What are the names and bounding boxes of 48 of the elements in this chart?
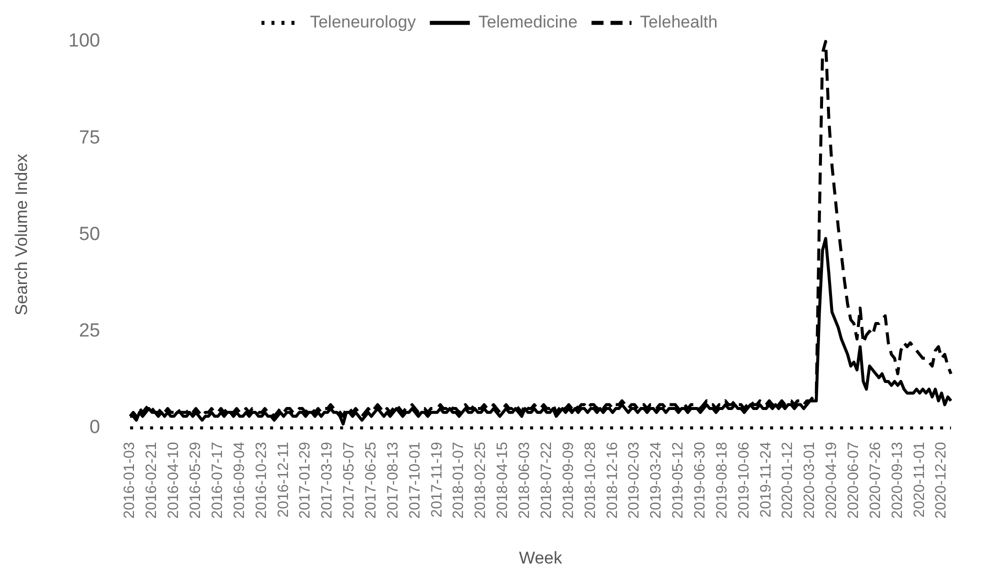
- y-tick-label: 75: [78, 127, 100, 148]
- y-tick-label: 50: [78, 224, 100, 245]
- x-tick-label: 2016-01-03: [121, 442, 138, 519]
- x-tick-label: 2018-09-09: [560, 442, 577, 519]
- y-tick-label: 0: [90, 417, 100, 438]
- x-tick-label: 2016-04-10: [165, 442, 182, 519]
- legend-label: Telehealth: [640, 12, 718, 32]
- x-tick-label: 2019-10-06: [735, 442, 752, 519]
- x-tick-label: 2018-01-07: [450, 442, 468, 519]
- x-tick-label: 2019-08-18: [713, 442, 730, 519]
- legend-label: Telemedicine: [478, 12, 578, 32]
- x-tick-label: 2019-11-24: [757, 442, 774, 518]
- x-tick-label: 2019-02-03: [626, 442, 643, 519]
- x-tick-label: 2020-03-01: [801, 442, 818, 519]
- x-tick-label: 2020-11-01: [910, 442, 928, 518]
- y-axis-title: Search Volume Index: [12, 153, 31, 316]
- x-tick-label: 2020-06-07: [845, 442, 862, 519]
- x-tick-label: 2018-04-15: [494, 442, 512, 519]
- x-tick-label: 2017-03-19: [318, 442, 336, 519]
- x-tick-label: 2016-05-29: [187, 442, 204, 519]
- y-tick-label: 100: [68, 30, 100, 52]
- x-tick-label: 2019-03-24: [648, 442, 665, 519]
- x-tick-label: 2018-07-22: [538, 442, 555, 519]
- x-tick-label: 2019-05-12: [670, 442, 687, 519]
- x-tick-label: 2020-09-13: [888, 442, 906, 519]
- x-tick-label: 2017-08-13: [384, 442, 402, 519]
- x-tick-label: 2017-01-29: [296, 442, 314, 519]
- x-tick-label: 2016-07-17: [208, 442, 226, 519]
- x-tick-label: 2017-10-01: [406, 442, 424, 519]
- legend-label: Teleneurology: [310, 12, 416, 32]
- x-tick-label: 2016-02-21: [143, 442, 160, 519]
- x-tick-label: 2020-07-26: [866, 442, 884, 519]
- x-tick-label: 2018-10-28: [582, 442, 599, 519]
- x-tick-label: 2018-12-16: [604, 442, 621, 519]
- x-tick-label: 2016-09-04: [230, 442, 248, 519]
- x-tick-label: 2019-06-30: [691, 442, 708, 519]
- y-tick-label: 25: [78, 320, 100, 342]
- x-tick-label: 2020-01-12: [779, 442, 796, 519]
- x-tick-label: 2018-02-25: [472, 442, 490, 519]
- x-tick-label: 2017-11-19: [428, 442, 446, 518]
- x-tick-label: 2020-12-20: [932, 442, 950, 519]
- x-axis-title: Week: [518, 548, 563, 568]
- x-tick-label: 2018-06-03: [516, 442, 534, 519]
- x-tick-label: 2017-06-25: [362, 442, 380, 519]
- x-tick-label: 2017-05-07: [340, 442, 358, 519]
- x-tick-label: 2020-04-19: [823, 442, 840, 519]
- x-tick-label: 2016-12-11: [274, 442, 292, 518]
- x-tick-label: 2016-10-23: [252, 442, 270, 519]
